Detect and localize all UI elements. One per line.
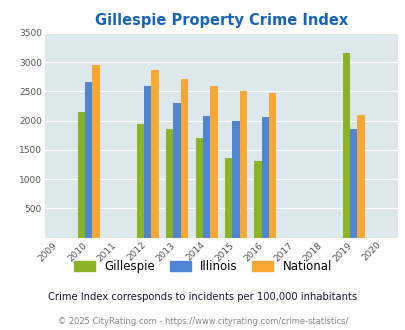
Bar: [180, 79, 188, 238]
Bar: [342, 53, 349, 238]
Bar: [239, 91, 246, 238]
Bar: [78, 112, 85, 238]
Bar: [210, 85, 217, 238]
Bar: [166, 129, 173, 238]
Legend: Gillespie, Illinois, National: Gillespie, Illinois, National: [70, 257, 335, 277]
Bar: [356, 115, 364, 238]
Text: Crime Index corresponds to incidents per 100,000 inhabitants: Crime Index corresponds to incidents per…: [48, 292, 357, 302]
Bar: [92, 65, 100, 238]
Bar: [195, 138, 202, 238]
Bar: [254, 161, 261, 238]
Bar: [261, 117, 269, 238]
Bar: [224, 157, 232, 238]
Bar: [85, 82, 92, 238]
Bar: [173, 103, 180, 238]
Text: © 2025 CityRating.com - https://www.cityrating.com/crime-statistics/: © 2025 CityRating.com - https://www.city…: [58, 317, 347, 326]
Bar: [269, 93, 276, 238]
Bar: [349, 129, 356, 238]
Bar: [144, 85, 151, 238]
Bar: [202, 116, 210, 238]
Bar: [232, 121, 239, 238]
Bar: [151, 70, 158, 238]
Bar: [136, 124, 144, 238]
Title: Gillespie Property Crime Index: Gillespie Property Crime Index: [94, 13, 347, 28]
